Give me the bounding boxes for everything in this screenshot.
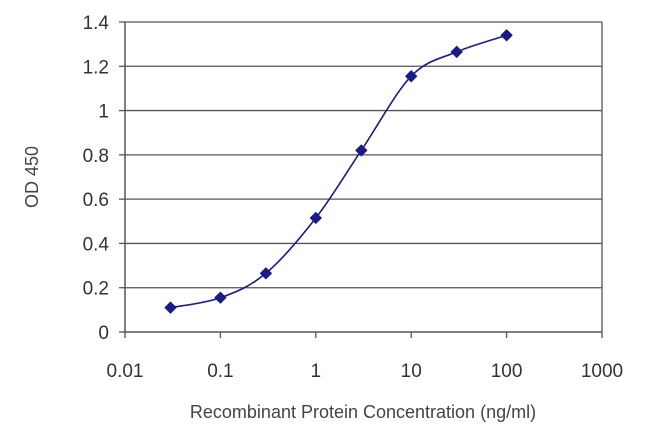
y-tick-label-5: 1	[98, 102, 109, 123]
y-tick-label-3: 0.6	[83, 190, 109, 211]
data-point-6	[450, 45, 463, 59]
x-axis-title: Recombinant Protein Concentration (ng/ml…	[190, 402, 536, 422]
plot-area	[119, 21, 603, 338]
x-tick-label-0: 0.01	[107, 361, 144, 382]
x-tick-label-3: 10	[401, 361, 422, 382]
x-tick-label-5: 1000	[581, 361, 623, 382]
data-point-0	[164, 301, 177, 314]
axes	[119, 21, 603, 338]
data-point-5	[404, 70, 418, 83]
data-point-1	[214, 291, 227, 304]
y-tick-label-6: 1.2	[83, 57, 109, 78]
data-point-7	[500, 29, 513, 42]
y-tick-label-7: 1.4	[83, 13, 110, 34]
data-point-2	[259, 267, 273, 280]
y-axis-tick-labels: 0 0.2 0.4 0.6 0.8 1 1.2 1.4	[83, 13, 110, 344]
y-tick-label-2: 0.4	[83, 234, 110, 255]
x-axis-tick-labels: 0.01 0.1 1 10 100 1000	[107, 361, 624, 382]
x-tick-label-1: 0.1	[207, 361, 233, 382]
plot-area-frame	[125, 22, 602, 332]
data-point-4	[355, 144, 368, 157]
y-axis-title: OD 450	[22, 146, 42, 208]
series-points	[164, 29, 513, 314]
data-point-3	[309, 211, 323, 225]
series-line	[170, 34, 507, 309]
gridlines	[125, 21, 602, 289]
series-curve	[170, 34, 507, 309]
x-tick-label-2: 1	[311, 361, 322, 382]
y-tick-label-1: 0.2	[83, 279, 109, 300]
x-tick-label-4: 100	[491, 361, 523, 382]
y-tick-label-4: 0.8	[83, 146, 109, 167]
y-tick-label-0: 0	[98, 323, 109, 344]
